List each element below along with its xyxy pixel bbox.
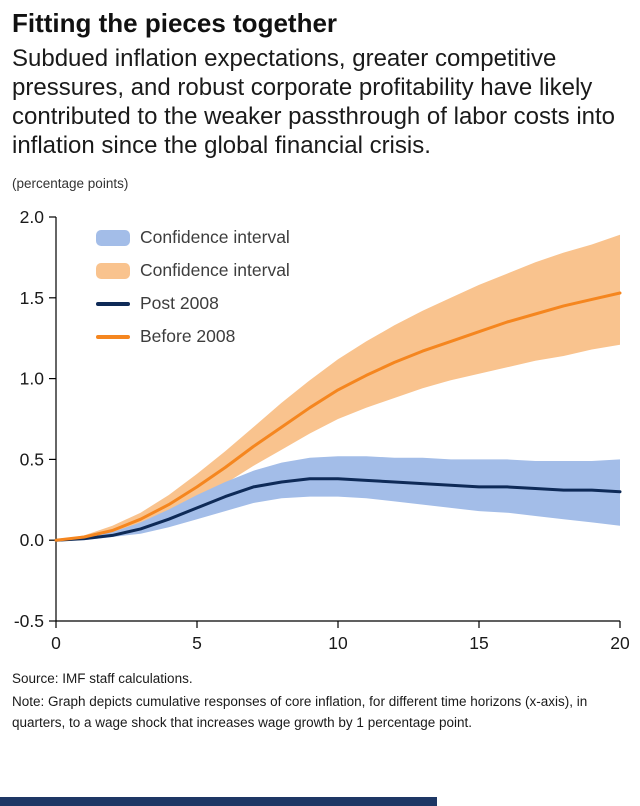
legend-swatch-navy-line	[96, 301, 130, 306]
page-title: Fitting the pieces together	[12, 8, 338, 38]
svg-text:15: 15	[469, 633, 488, 653]
svg-text:10: 10	[328, 633, 348, 653]
chart-area: -0.5 0.0 0.5 1.0 1.5 2.0 0 5 10 15 20 Confidence i…	[0, 201, 640, 663]
legend-label: Before 2008	[140, 326, 236, 346]
svg-text:2.0: 2.0	[20, 207, 45, 227]
svg-text:20: 20	[610, 633, 630, 653]
legend-label: Post 2008	[140, 293, 219, 313]
legend-swatch-orange-line	[96, 334, 130, 339]
svg-text:1.5: 1.5	[20, 288, 44, 308]
note-text: Note: Graph depicts cumulative responses…	[12, 694, 588, 730]
legend-item-confidence-post: Confidence interval	[96, 221, 290, 254]
chart-canvas: -0.5 0.0 0.5 1.0 1.5 2.0 0 5 10 15 20	[14, 207, 630, 653]
svg-text:1.0: 1.0	[20, 369, 45, 389]
legend-swatch-blue-band	[96, 229, 130, 246]
chart-legend: Confidence interval Confidence interval …	[96, 221, 290, 353]
chart-subtitle: Subdued inflation expectations, greater …	[12, 45, 616, 159]
legend-item-post-2008: Post 2008	[96, 287, 290, 320]
svg-text:0.5: 0.5	[20, 449, 44, 469]
svg-text:5: 5	[192, 633, 202, 653]
legend-label: Confidence interval	[140, 227, 290, 247]
legend-swatch-orange-band	[96, 262, 130, 279]
legend-label: Confidence interval	[140, 260, 290, 280]
svg-text:0.0: 0.0	[20, 530, 45, 550]
units-label: (percentage points)	[12, 176, 129, 191]
svg-text:0: 0	[51, 633, 61, 653]
source-text: Source: IMF staff calculations.	[12, 671, 193, 686]
bottom-bar	[0, 797, 437, 806]
legend-item-confidence-before: Confidence interval	[96, 254, 290, 287]
svg-text:-0.5: -0.5	[14, 611, 44, 631]
legend-item-before-2008: Before 2008	[96, 320, 290, 353]
